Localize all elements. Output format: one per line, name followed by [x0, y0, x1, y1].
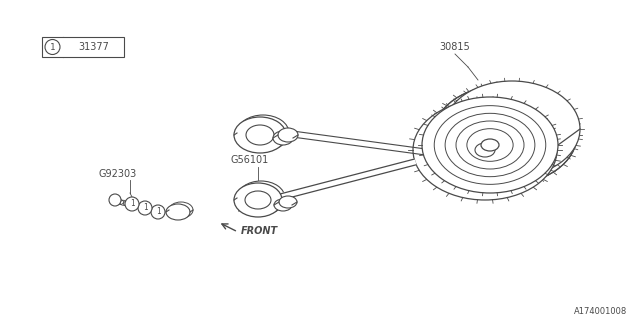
Text: G92303: G92303 — [99, 169, 137, 179]
Polygon shape — [422, 129, 580, 145]
Text: 31377: 31377 — [79, 42, 109, 52]
Circle shape — [109, 194, 121, 206]
Ellipse shape — [245, 191, 271, 209]
Text: G56101: G56101 — [231, 155, 269, 165]
Ellipse shape — [433, 85, 577, 185]
Ellipse shape — [413, 100, 557, 200]
Ellipse shape — [445, 113, 535, 177]
Bar — [42, 37, 124, 57]
Text: A174001008: A174001008 — [573, 307, 627, 316]
Ellipse shape — [246, 125, 274, 145]
Text: 1: 1 — [130, 199, 134, 209]
Circle shape — [45, 39, 60, 54]
Text: 30815: 30815 — [440, 42, 470, 52]
Ellipse shape — [166, 204, 190, 220]
Polygon shape — [237, 159, 416, 211]
Text: 1: 1 — [156, 207, 160, 217]
Ellipse shape — [456, 121, 524, 169]
Circle shape — [125, 197, 139, 211]
Ellipse shape — [273, 131, 293, 145]
Ellipse shape — [444, 81, 580, 177]
Circle shape — [138, 201, 152, 215]
Text: 1: 1 — [50, 43, 55, 52]
Ellipse shape — [278, 128, 298, 142]
Ellipse shape — [475, 143, 495, 157]
Text: FRONT: FRONT — [241, 226, 278, 236]
Ellipse shape — [234, 117, 286, 153]
Ellipse shape — [279, 196, 297, 208]
Polygon shape — [413, 135, 577, 150]
Ellipse shape — [467, 129, 513, 161]
Ellipse shape — [459, 132, 511, 168]
Ellipse shape — [436, 116, 534, 184]
Ellipse shape — [447, 124, 522, 176]
Ellipse shape — [435, 106, 546, 184]
Text: 1: 1 — [143, 204, 147, 212]
Polygon shape — [248, 125, 470, 161]
Ellipse shape — [481, 139, 499, 151]
Ellipse shape — [426, 109, 544, 191]
Circle shape — [151, 205, 165, 219]
Ellipse shape — [274, 199, 292, 211]
Ellipse shape — [234, 183, 282, 217]
Ellipse shape — [422, 97, 558, 193]
